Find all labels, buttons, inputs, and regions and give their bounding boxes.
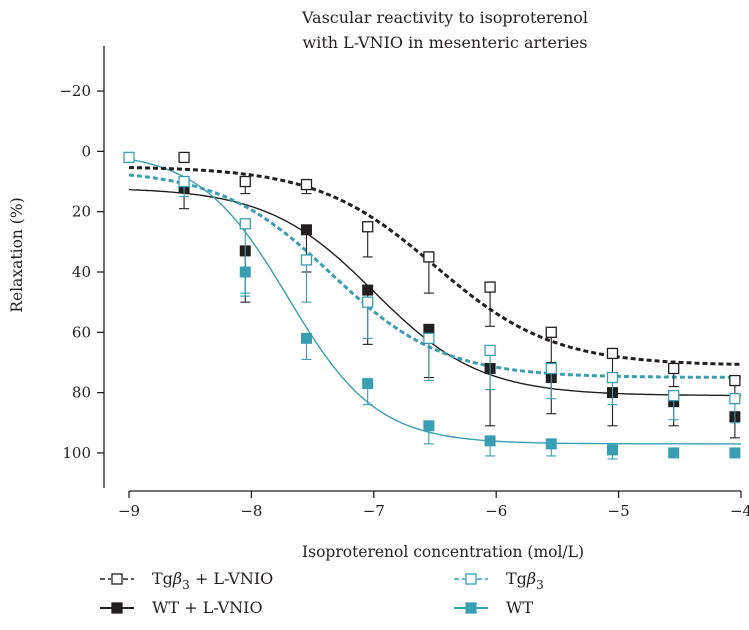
data-point bbox=[729, 374, 741, 387]
data-point bbox=[484, 344, 496, 357]
data-point bbox=[239, 218, 251, 230]
y-tick-label: 20 bbox=[72, 203, 91, 221]
legend-label: WT + L-VNIO bbox=[152, 598, 263, 617]
y-tick-label: 0 bbox=[81, 142, 91, 160]
data-point bbox=[668, 362, 680, 375]
legend-label-sub: 3 bbox=[182, 578, 190, 592]
legend-item: Tgβ3 bbox=[454, 569, 544, 592]
data-point bbox=[606, 347, 619, 360]
x-tick-label: −4 bbox=[730, 502, 749, 520]
data-point bbox=[668, 447, 680, 459]
data-point bbox=[423, 332, 435, 344]
data-point bbox=[423, 251, 435, 263]
series-points bbox=[123, 151, 741, 424]
fit-curve bbox=[129, 166, 742, 366]
x-tick-label: −5 bbox=[608, 502, 630, 520]
x-tick-label: −6 bbox=[485, 502, 507, 520]
data-point bbox=[423, 420, 435, 432]
series-points bbox=[178, 182, 741, 439]
fit-curve bbox=[128, 173, 741, 379]
legend-label: Tgβ3 bbox=[506, 569, 544, 592]
chart-title-line-1: Vascular reactivity to isoproterenol bbox=[301, 8, 588, 27]
data-point bbox=[545, 362, 557, 375]
legend-label-main: Tg bbox=[506, 569, 527, 588]
fit-curve bbox=[128, 158, 741, 445]
legend-label-tail: + L-VNIO bbox=[190, 569, 273, 588]
data-point bbox=[545, 438, 557, 450]
y-tick-label: 40 bbox=[72, 263, 91, 281]
data-point bbox=[484, 281, 496, 293]
legend-item: Tgβ3 + L-VNIO bbox=[100, 569, 273, 592]
legend-marker bbox=[465, 573, 477, 585]
y-tick-label: 100 bbox=[62, 444, 91, 462]
data-point bbox=[606, 444, 618, 456]
x-axis-label: Isoproterenol concentration (mol/L) bbox=[302, 543, 584, 561]
data-point bbox=[668, 389, 680, 402]
data-point bbox=[362, 378, 374, 390]
legend-item: WT bbox=[454, 598, 533, 617]
data-point bbox=[729, 447, 741, 459]
legend-label-greek: β bbox=[526, 569, 536, 588]
y-tick-label: −20 bbox=[59, 82, 91, 100]
data-point bbox=[729, 392, 741, 405]
legend-marker bbox=[111, 573, 123, 585]
legend-label: WT bbox=[506, 598, 533, 617]
legend-label: Tgβ3 + L-VNIO bbox=[152, 569, 273, 592]
x-tick-label: −7 bbox=[363, 502, 385, 520]
data-point bbox=[300, 224, 312, 236]
fit-curves bbox=[128, 158, 742, 445]
fit-curve bbox=[128, 188, 741, 397]
legend-label-main: Tg bbox=[152, 569, 173, 588]
data-point bbox=[123, 151, 135, 164]
legend-item: WT + L-VNIO bbox=[100, 598, 263, 617]
legend-marker bbox=[465, 602, 477, 614]
legend-marker bbox=[111, 602, 123, 614]
series-points bbox=[178, 151, 741, 400]
data-point bbox=[484, 435, 496, 447]
y-tick-label: 80 bbox=[72, 384, 91, 402]
data-point bbox=[300, 332, 312, 344]
data-point bbox=[545, 326, 557, 338]
data-point bbox=[362, 296, 374, 308]
data-point bbox=[300, 178, 313, 191]
legend-label-sub: 3 bbox=[536, 578, 544, 592]
data-point bbox=[178, 175, 190, 188]
y-tick-label: 60 bbox=[72, 323, 91, 341]
legend-label-greek: β bbox=[172, 569, 182, 588]
y-axis-label: Relaxation (%) bbox=[8, 197, 26, 312]
axes: −20 0 20 40 60 80 100 −9 −8 −7 −6 −5 −4 bbox=[59, 46, 749, 520]
data-point bbox=[362, 284, 374, 296]
x-tick-label: −9 bbox=[118, 502, 140, 520]
data-point bbox=[239, 175, 251, 188]
chart-title-line-2: with L-VNIO in mesenteric arteries bbox=[303, 33, 588, 52]
data-point bbox=[300, 254, 313, 266]
data-point bbox=[362, 221, 374, 233]
data-points bbox=[123, 151, 741, 460]
data-point bbox=[178, 151, 190, 164]
data-point bbox=[606, 371, 619, 384]
x-tick-label: −8 bbox=[240, 502, 262, 520]
